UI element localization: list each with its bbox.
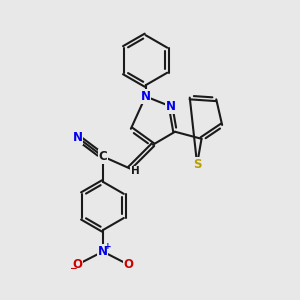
Text: N: N <box>166 100 176 113</box>
Text: N: N <box>98 245 108 258</box>
Text: C: C <box>98 150 107 163</box>
Text: −: − <box>68 265 76 274</box>
Text: H: H <box>131 166 140 176</box>
Text: O: O <box>124 258 134 271</box>
Text: S: S <box>193 158 201 171</box>
Text: +: + <box>104 242 111 251</box>
Text: O: O <box>72 258 82 271</box>
Text: N: N <box>141 90 151 103</box>
Text: N: N <box>73 131 83 144</box>
